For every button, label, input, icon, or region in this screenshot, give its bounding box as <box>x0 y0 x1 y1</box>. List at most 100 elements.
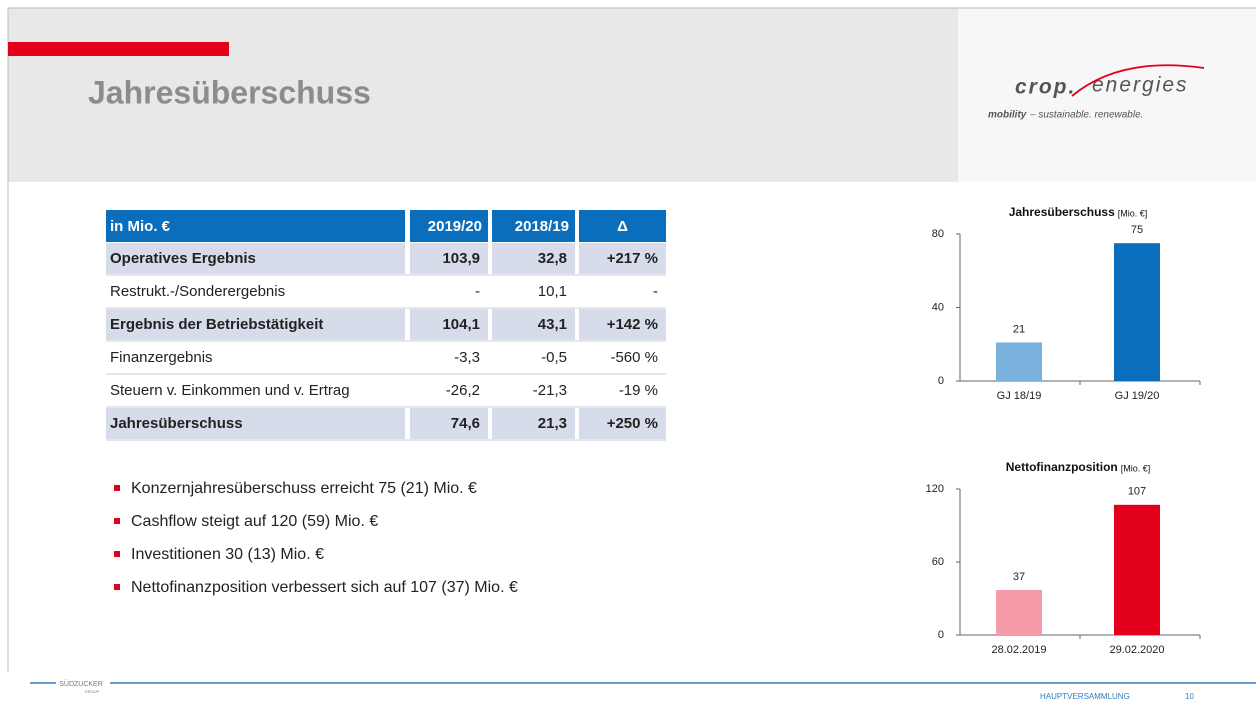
table-cell <box>410 276 488 307</box>
bar <box>996 589 1042 635</box>
table-cell-text: Operatives Ergebnis <box>110 250 256 267</box>
y-tick-label: 120 <box>926 483 944 495</box>
table-cell <box>579 243 666 274</box>
chart-title: Nettofinanzposition <box>1006 460 1118 474</box>
table-header-cell <box>579 210 666 242</box>
table-cell-text: Jahresüberschuss <box>110 415 243 432</box>
table-cell-text: 32,8 <box>538 250 567 267</box>
x-tick-label: GJ 18/19 <box>997 390 1042 402</box>
table-cell <box>410 243 488 274</box>
logo-swoosh <box>1071 64 1205 97</box>
table-header-text: 2019/20 <box>428 218 482 235</box>
footer-logo-bg <box>56 670 106 696</box>
table-cell <box>106 375 405 406</box>
bullet-text: Nettofinanzposition verbessert sich auf … <box>131 579 518 596</box>
x-tick-label: GJ 19/20 <box>1115 390 1160 402</box>
table-header-cell <box>410 210 488 242</box>
accent-bar <box>8 42 229 56</box>
table-cell-text: 10,1 <box>538 283 567 300</box>
table-cell <box>410 342 488 373</box>
data-label: 21 <box>1013 323 1025 335</box>
y-tick-label: 80 <box>932 228 944 240</box>
table-cell-text: -0,5 <box>541 349 567 366</box>
x-tick-label: 28.02.2019 <box>991 644 1046 656</box>
title: Jahresüberschuss <box>88 74 371 110</box>
table-cell-text: -560 % <box>610 349 658 366</box>
bullet-text: Investitionen 30 (13) Mio. € <box>131 546 324 563</box>
table-cell-text: +217 % <box>607 250 658 267</box>
table-cell-text: -3,3 <box>454 349 480 366</box>
table-cell-text: 104,1 <box>442 316 480 333</box>
table-cell <box>492 375 575 406</box>
footer-event: HAUPTVERSAMMLUNG <box>1040 692 1130 701</box>
chart-title: Jahresüberschuss <box>1009 205 1115 219</box>
table-cell <box>106 309 405 340</box>
table-cell-text: +142 % <box>607 316 658 333</box>
bullet-marker <box>114 485 120 491</box>
table-cell-text: 43,1 <box>538 316 567 333</box>
table-cell-text: Finanzergebnis <box>110 349 213 366</box>
table-cell <box>579 408 666 439</box>
table-cell-text: -21,3 <box>533 382 567 399</box>
table-cell <box>410 408 488 439</box>
table-cell-text: - <box>653 283 658 300</box>
table-header-cell <box>106 210 405 242</box>
table-cell <box>492 408 575 439</box>
table-cell <box>492 243 575 274</box>
table-cell <box>492 276 575 307</box>
table-header-text: Δ <box>617 218 628 235</box>
y-tick-label: 0 <box>938 375 944 387</box>
bullet-text: Konzernjahresüberschuss erreicht 75 (21)… <box>131 480 477 497</box>
logo-name: energies <box>1092 74 1189 97</box>
table-cell <box>106 342 405 373</box>
bullet-marker <box>114 518 120 524</box>
logo-name: crop. <box>1015 76 1076 99</box>
bullet-marker <box>114 551 120 557</box>
logo-area <box>958 8 1256 182</box>
table-cell <box>106 276 405 307</box>
table-cell-text: -19 % <box>619 382 658 399</box>
y-tick-label: 60 <box>932 556 944 568</box>
logo-tagline: – sustainable. renewable. <box>1029 110 1143 121</box>
page-number: 10 <box>1185 692 1194 701</box>
table-cell-text: Ergebnis der Betriebstätigkeit <box>110 316 323 333</box>
table-cell-text: 74,6 <box>451 415 480 432</box>
x-tick-label: 29.02.2020 <box>1109 644 1164 656</box>
data-label: 37 <box>1013 571 1025 583</box>
table-cell-text: -26,2 <box>446 382 480 399</box>
table-cell-text: +250 % <box>607 415 658 432</box>
bar <box>1114 243 1160 381</box>
bullet-marker <box>114 584 120 590</box>
data-label: 75 <box>1131 224 1143 236</box>
y-tick-label: 0 <box>938 629 944 641</box>
bullet-text: Cashflow steigt auf 120 (59) Mio. € <box>131 513 378 530</box>
chart-unit: [Mio. €] <box>1121 463 1151 473</box>
table-header-cell <box>492 210 575 242</box>
bar <box>1114 504 1160 635</box>
footer-group: GROUP <box>85 689 100 694</box>
bar <box>996 342 1042 381</box>
table-cell <box>579 342 666 373</box>
table-cell <box>492 309 575 340</box>
table-cell-text: Steuern v. Einkommen und v. Ertrag <box>110 382 350 399</box>
header-band <box>8 8 958 182</box>
table-cell-text: Restrukt.-/Sonderergebnis <box>110 283 285 300</box>
table-cell <box>492 342 575 373</box>
table-cell-text: 103,9 <box>442 250 480 267</box>
data-label: 107 <box>1128 486 1146 498</box>
table-cell <box>106 243 405 274</box>
table-cell <box>579 309 666 340</box>
table-cell <box>579 276 666 307</box>
table-header-text: in Mio. € <box>110 218 171 235</box>
y-tick-label: 40 <box>932 301 944 313</box>
table-cell <box>106 408 405 439</box>
table-cell <box>410 309 488 340</box>
footer-brand: SÜDZUCKER <box>59 680 103 688</box>
logo-tagline: mobility <box>988 110 1027 121</box>
table-cell-text: - <box>475 283 480 300</box>
table-cell <box>410 375 488 406</box>
table-cell-text: 21,3 <box>538 415 567 432</box>
table-cell <box>579 375 666 406</box>
table-header-text: 2018/19 <box>515 218 569 235</box>
